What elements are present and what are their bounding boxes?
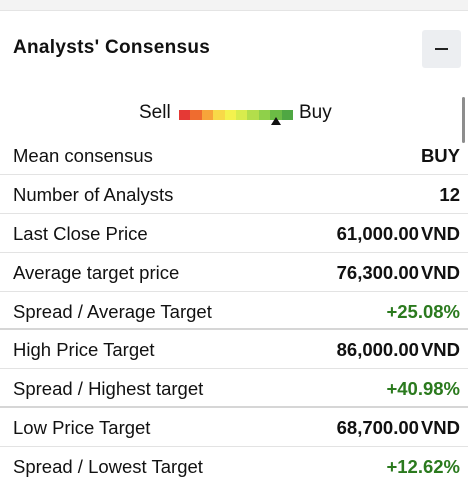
row-unit: VND (420, 339, 460, 361)
row-spread-average-target: Spread / Average Target +25.08% (0, 292, 468, 331)
row-value: 61,000.00 VND (336, 222, 460, 244)
row-value: +25.08% (386, 300, 460, 322)
gauge-segment (258, 110, 271, 120)
row-spread-highest-target: Spread / Highest target +40.98% (0, 369, 468, 409)
gauge-segment (235, 110, 248, 120)
gauge-segment (247, 110, 259, 120)
row-last-close-price: Last Close Price 61,000.00 VND (0, 214, 468, 253)
row-label: Mean consensus (13, 145, 153, 166)
consensus-table: Mean consensus BUY Number of Analysts 12… (0, 136, 468, 486)
row-label: Spread / Average Target (13, 300, 212, 322)
gauge-pointer-icon (270, 117, 281, 125)
row-mean-consensus: Mean consensus BUY (0, 136, 468, 175)
gauge-color-bar (179, 110, 293, 120)
consensus-gauge: Sell Buy (0, 97, 468, 127)
row-low-price-target: Low Price Target 68,700.00 VND (0, 408, 468, 448)
row-number-of-analysts: Number of Analysts 12 (0, 175, 468, 214)
card-header: Analysts' Consensus (0, 11, 468, 81)
row-value: 12 (439, 183, 460, 205)
gauge-segment (270, 110, 282, 120)
row-label: Spread / Highest target (13, 378, 204, 400)
gauge-segment (201, 110, 214, 120)
row-unit: VND (420, 417, 460, 439)
row-value: 68,700.00 VND (336, 417, 460, 439)
gauge-sell-label: Sell (139, 102, 171, 123)
row-value: +40.98% (386, 378, 460, 400)
gauge-segment (190, 110, 202, 120)
scrollbar[interactable] (462, 97, 465, 143)
card-title: Analysts' Consensus (13, 37, 211, 58)
row-label: Low Price Target (13, 417, 151, 439)
gauge-segment (281, 110, 293, 120)
row-label: Last Close Price (13, 222, 148, 244)
row-label: High Price Target (13, 339, 155, 361)
gauge-segment (213, 110, 225, 120)
row-value: +12.62% (386, 456, 460, 478)
row-value: 86,000.00 VND (336, 339, 460, 361)
row-high-price-target: High Price Target 86,000.00 VND (0, 330, 468, 370)
row-label: Number of Analysts (13, 183, 174, 205)
gauge-segment (179, 110, 191, 120)
row-value: 76,300.00 VND (336, 261, 460, 283)
gauge-buy-label: Buy (299, 102, 332, 123)
gauge-segment (224, 110, 236, 120)
row-unit: VND (420, 222, 460, 244)
collapse-button[interactable] (422, 30, 461, 68)
row-label: Average target price (13, 261, 180, 283)
analysts-consensus-card: Analysts' Consensus Sell Buy Mean consen… (0, 10, 468, 500)
row-average-target-price: Average target price 76,300.00 VND (0, 253, 468, 292)
row-spread-lowest-target: Spread / Lowest Target +12.62% (0, 447, 468, 486)
minus-icon (435, 48, 448, 50)
row-label: Spread / Lowest Target (13, 456, 203, 478)
row-unit: VND (420, 261, 460, 283)
row-value: BUY (420, 145, 460, 166)
